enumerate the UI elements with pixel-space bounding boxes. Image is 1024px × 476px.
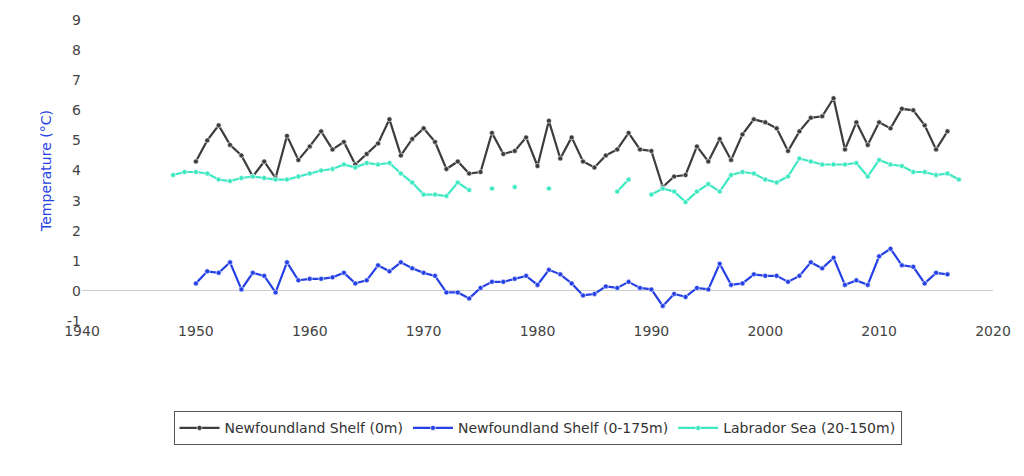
svg-text:5: 5 <box>72 132 81 148</box>
svg-text:1950: 1950 <box>178 323 214 339</box>
svg-text:1: 1 <box>72 253 81 269</box>
svg-text:1970: 1970 <box>406 323 442 339</box>
svg-text:0: 0 <box>72 283 81 299</box>
svg-text:2000: 2000 <box>747 323 783 339</box>
svg-text:Newfoundland Shelf (0-175m): Newfoundland Shelf (0-175m) <box>458 420 668 436</box>
svg-text:1990: 1990 <box>634 323 670 339</box>
svg-text:-1: -1 <box>67 313 81 329</box>
svg-text:2: 2 <box>72 223 81 239</box>
svg-text:2010: 2010 <box>861 323 897 339</box>
svg-text:6: 6 <box>72 102 81 118</box>
svg-text:7: 7 <box>72 72 81 88</box>
svg-text:9: 9 <box>72 12 81 28</box>
svg-text:2020: 2020 <box>975 323 1011 339</box>
svg-text:Temperature (°C): Temperature (°C) <box>38 110 54 232</box>
svg-text:Labrador Sea (20-150m): Labrador Sea (20-150m) <box>723 420 895 436</box>
svg-text:1960: 1960 <box>292 323 328 339</box>
svg-text:8: 8 <box>72 42 81 58</box>
svg-text:4: 4 <box>72 162 81 178</box>
svg-text:Newfoundland Shelf (0m): Newfoundland Shelf (0m) <box>225 420 403 436</box>
svg-text:1980: 1980 <box>520 323 556 339</box>
svg-text:3: 3 <box>72 193 81 209</box>
svg-text:1940: 1940 <box>64 323 100 339</box>
